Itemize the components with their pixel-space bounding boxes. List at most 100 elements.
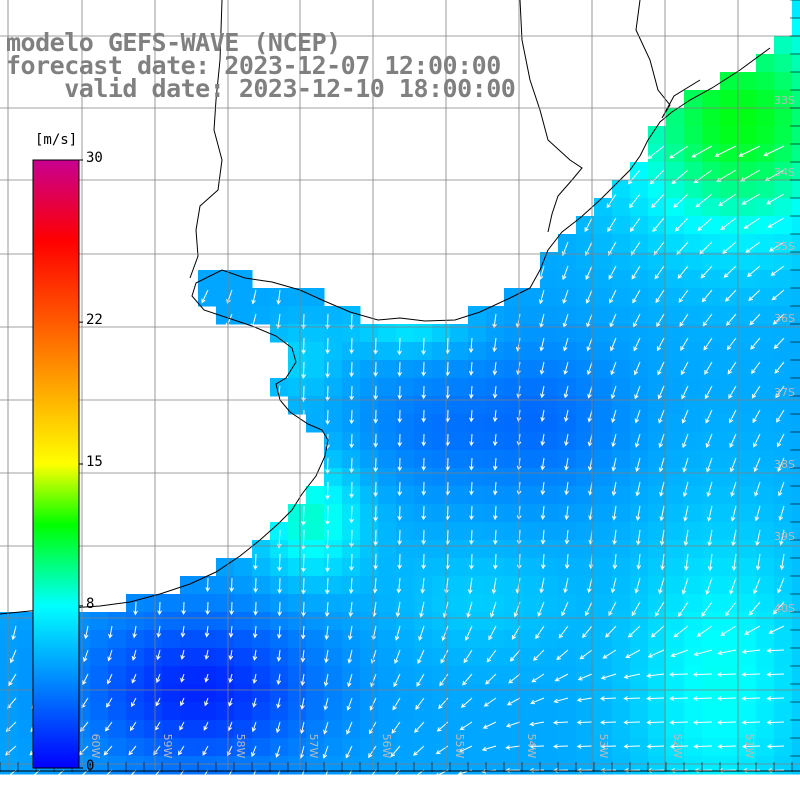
field-cell (612, 306, 631, 325)
wind-arrow (396, 577, 402, 594)
field-cell (576, 252, 595, 271)
field-cell (0, 756, 19, 775)
wind-arrow (612, 553, 618, 570)
field-cell (666, 252, 685, 271)
field-cell (324, 576, 343, 595)
field-cell (774, 612, 793, 631)
wind-arrow (509, 649, 521, 662)
wind-arrow (301, 385, 306, 403)
wind-arrow (421, 529, 427, 546)
field-cell (396, 414, 415, 433)
field-cell (684, 468, 703, 487)
field-cell (792, 414, 800, 433)
field-cell (702, 198, 721, 217)
wind-arrow (681, 409, 689, 424)
wind-arrow (493, 553, 498, 570)
wind-arrow (706, 505, 713, 522)
wind-arrow (741, 720, 761, 725)
field-cell (702, 414, 721, 433)
field-cell (720, 576, 739, 595)
wind-arrow (773, 337, 785, 350)
field-cell (18, 684, 37, 703)
field-cell (720, 126, 739, 145)
wind-arrow (131, 649, 137, 661)
field-cell (468, 756, 487, 775)
field-cell (180, 594, 199, 613)
wind-arrow (301, 601, 306, 617)
field-cell (558, 720, 577, 739)
field-cell (702, 486, 721, 505)
field-cell (216, 648, 235, 667)
wind-arrow (584, 217, 593, 233)
field-cell (540, 756, 559, 775)
field-cell (666, 540, 685, 559)
field-cell (198, 720, 217, 739)
wind-arrow (301, 553, 306, 573)
field-cell (288, 738, 307, 757)
wind-arrow (439, 673, 449, 687)
wind-arrow (325, 481, 330, 500)
field-cell (792, 594, 800, 613)
field-cell (180, 648, 199, 667)
field-cell (216, 720, 235, 739)
wind-arrow (324, 625, 330, 641)
field-cell (666, 414, 685, 433)
wind-arrow (635, 505, 641, 522)
wind-arrow (599, 696, 617, 701)
field-cell (216, 594, 235, 613)
field-cell (360, 630, 379, 649)
wind-arrow (564, 505, 570, 521)
wind-arrow (754, 505, 761, 522)
field-cell (360, 414, 379, 433)
field-cell (414, 486, 433, 505)
field-cell (630, 252, 649, 271)
wind-arrow (397, 361, 403, 377)
field-cell (252, 756, 271, 775)
colorbar-unit: [m/s] (35, 132, 78, 148)
field-cell (702, 360, 721, 379)
field-cell (558, 360, 577, 379)
field-cell (198, 270, 217, 289)
field-cell (522, 666, 541, 685)
wind-arrow (670, 649, 689, 658)
field-cell (684, 126, 703, 145)
field-cell (774, 540, 793, 559)
lon-label: 59W (161, 734, 174, 759)
wind-arrow (250, 769, 257, 782)
wind-arrow (585, 241, 593, 257)
wind-arrow (707, 529, 713, 547)
field-cell (162, 720, 181, 739)
field-cell (450, 342, 469, 361)
wind-arrow (488, 625, 497, 641)
wind-arrow (753, 433, 761, 448)
field-cell (792, 540, 800, 559)
field-cell (378, 342, 397, 361)
wind-arrow (225, 769, 233, 782)
wind-arrow (625, 649, 641, 658)
field-cell (612, 360, 631, 379)
wind-arrow (468, 361, 474, 376)
field-cell (558, 270, 577, 289)
field-cell (738, 252, 757, 271)
wind-arrow (205, 577, 211, 593)
wind-arrow (180, 697, 185, 707)
field-cell (126, 702, 145, 721)
inland-boundary (519, 0, 583, 233)
field-cell (162, 612, 181, 631)
field-cell (792, 576, 800, 595)
lat-label: 39S (774, 530, 795, 543)
field-cell (234, 576, 253, 595)
wind-arrow (299, 769, 305, 784)
field-cell (414, 612, 433, 631)
field-cell (648, 648, 667, 667)
field-cell (522, 360, 541, 379)
wind-arrow (654, 265, 665, 280)
wind-arrow (325, 553, 330, 573)
wind-arrow (133, 601, 138, 616)
field-cell (774, 288, 793, 307)
field-cell (684, 90, 703, 109)
field-cell (126, 756, 145, 775)
field-cell (684, 756, 703, 775)
field-cell (738, 108, 757, 127)
field-cell (738, 360, 757, 379)
